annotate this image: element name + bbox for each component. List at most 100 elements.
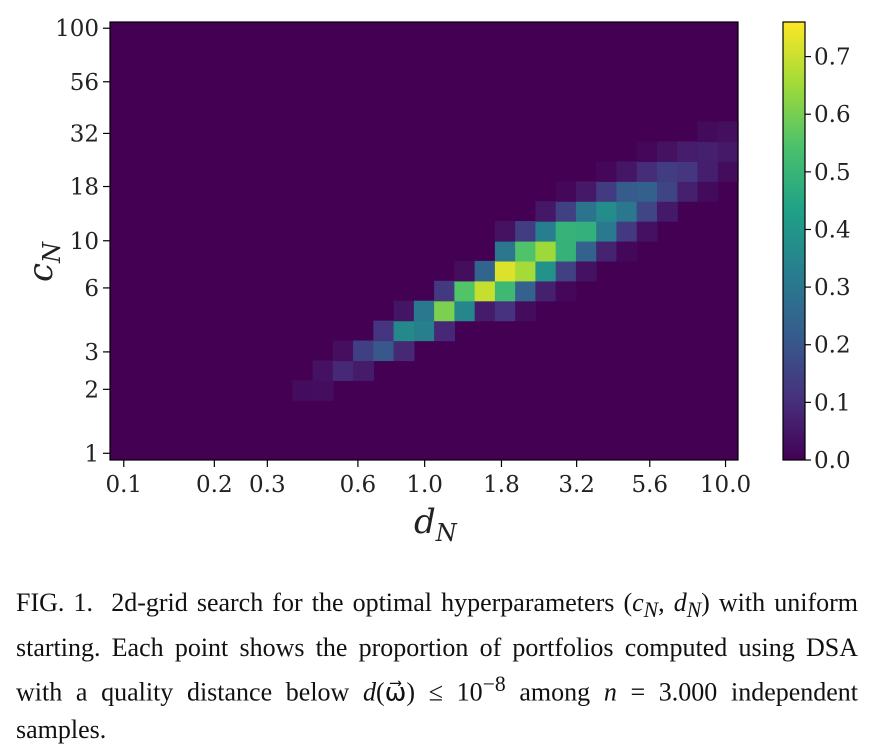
heatmap-cell (677, 161, 699, 182)
x-tick-label: 0.6 (340, 472, 377, 498)
x-tick-label: 0.3 (249, 472, 286, 498)
y-tick-label: 32 (70, 121, 99, 147)
heatmap-cells (292, 121, 739, 401)
heatmap-cell (656, 141, 678, 162)
heatmap-cell (393, 340, 415, 362)
heatmap-cell (474, 260, 496, 282)
x-tick-label: 3.2 (558, 472, 595, 498)
heatmap-cell (656, 181, 678, 202)
heatmap-cell (535, 221, 557, 242)
heatmap-cell (555, 221, 577, 242)
y-tick-label: 6 (84, 276, 99, 302)
y-tick-label: 100 (55, 16, 99, 42)
heatmap-cell (555, 260, 577, 282)
colorbar-tick-label: 0.6 (814, 102, 851, 128)
heatmap-cell (555, 181, 577, 202)
heatmap-cell (697, 181, 719, 202)
heatmap-cell (332, 340, 354, 362)
y-tick-label: 56 (70, 70, 99, 96)
heatmap-cell (292, 380, 314, 401)
y-axis-label: cN (21, 241, 66, 282)
heatmap-cell (312, 380, 334, 401)
y-tick-label: 10 (70, 229, 99, 255)
x-tick-label: 10.0 (700, 472, 751, 498)
colorbar (782, 21, 806, 461)
heatmap-cell (494, 300, 516, 322)
heatmap-cell (494, 241, 516, 262)
colorbar-tick-label: 0.4 (814, 217, 851, 243)
heatmap-cell (575, 241, 597, 262)
colorbar-tick-label: 0.2 (814, 333, 851, 359)
heatmap-cell (616, 201, 638, 222)
heatmap-cell (656, 161, 678, 182)
heatmap-cell (413, 320, 435, 342)
heatmap-cell (575, 181, 597, 202)
y-tick-label: 2 (84, 377, 99, 403)
x-axis-label: dN (414, 502, 458, 545)
heatmap-cell (494, 260, 516, 282)
heatmap-cell (656, 201, 678, 222)
heatmap-cell (677, 141, 699, 162)
heatmap-cell (454, 300, 476, 322)
heatmap-cell (636, 141, 658, 162)
heatmap-cell (515, 221, 537, 242)
heatmap-cell (535, 260, 557, 282)
heatmap-cell (555, 241, 577, 262)
heatmap-cell (636, 201, 658, 222)
heatmap-cell (636, 221, 658, 242)
x-tick-label: 0.2 (196, 472, 233, 498)
heatmap-cell (353, 360, 374, 381)
heatmap-cell (413, 300, 435, 322)
heatmap-cell (535, 201, 557, 222)
heatmap-cell (555, 201, 577, 222)
colorbar-tick-label: 0.5 (814, 160, 851, 186)
heatmap-cell (434, 320, 455, 342)
x-tick-label: 5.6 (631, 472, 668, 498)
heatmap-cell (575, 260, 597, 282)
heatmap-cell (596, 241, 618, 262)
heatmap-cell (515, 260, 537, 282)
heatmap-cell (697, 121, 719, 143)
heatmap-cell (717, 161, 739, 182)
heatmap-cell (677, 181, 699, 202)
heatmap-cell (616, 181, 638, 202)
heatmap-cell (332, 360, 354, 381)
colorbar-tick-label: 0.7 (814, 45, 851, 71)
heatmap-cell (515, 280, 537, 302)
heatmap-cell (697, 161, 719, 182)
heatmap-cell (616, 241, 638, 262)
heatmap-cell (616, 161, 638, 182)
heatmap-cell (515, 300, 537, 322)
heatmap-cell (596, 201, 618, 222)
colorbar-ticks: 0.0 0.1 0.2 0.3 0.4 0.5 0.6 0.7 (805, 45, 851, 474)
heatmap-cell (434, 300, 455, 322)
heatmap-cell (596, 221, 618, 242)
heatmap-cell (535, 280, 557, 302)
x-axis-ticks: 0.1 0.2 0.3 0.6 1.0 1.8 3.2 5.6 10.0 (105, 460, 751, 498)
heatmap-cell (636, 161, 658, 182)
heatmap-cell (636, 181, 658, 202)
y-axis-ticks: 1 2 3 6 10 18 32 56 100 (55, 16, 110, 467)
x-tick-label: 1.8 (483, 472, 520, 498)
heatmap-cell (434, 280, 455, 302)
heatmap-cell (454, 260, 476, 282)
heatmap-cell (494, 221, 516, 242)
heatmap-cell (454, 280, 476, 302)
y-tick-label: 1 (84, 441, 99, 467)
heatmap-cell (353, 340, 374, 362)
x-tick-label: 0.1 (105, 472, 142, 498)
heatmap-cell (393, 320, 415, 342)
colorbar-tick-label: 0.0 (814, 448, 851, 474)
colorbar-tick-label: 0.1 (814, 390, 851, 416)
heatmap-cell (494, 280, 516, 302)
caption-label: FIG. 1. (16, 588, 93, 617)
heatmap-cell (535, 241, 557, 262)
colorbar-tick-label: 0.3 (814, 275, 851, 301)
y-tick-label: 18 (70, 175, 99, 201)
heatmap-cell (717, 141, 739, 162)
heatmap-cell (312, 360, 334, 381)
heatmap-figure: 0.1 0.2 0.3 0.6 1.0 1.8 3.2 5.6 10.0 1 2 3 6 10 18 32 5… (21, 16, 851, 545)
heatmap-cell (515, 241, 537, 262)
x-tick-label: 1.0 (406, 472, 443, 498)
heatmap-cell (373, 320, 395, 342)
